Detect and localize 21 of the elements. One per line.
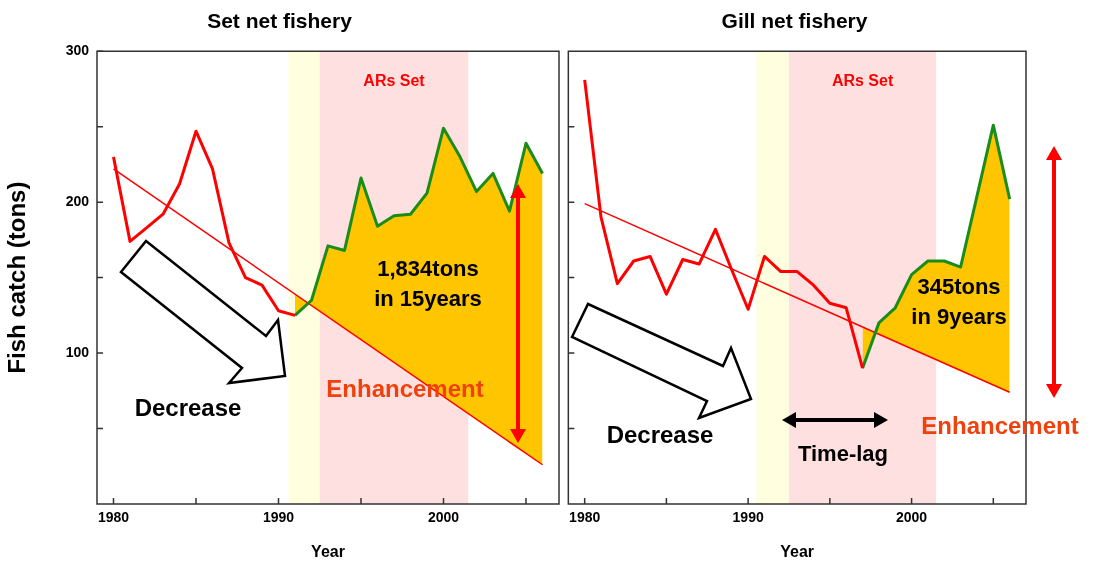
x-axis-title: Year	[311, 542, 345, 560]
x-tick-label: 1990	[262, 509, 295, 526]
annotation: Decrease	[134, 393, 242, 421]
y-axis-title: Fish catch (tons)	[3, 181, 31, 374]
annotation: 1,834tons in 15years	[374, 255, 482, 312]
y-tick-label: 100	[65, 343, 90, 360]
band-label: ARs Set	[831, 71, 894, 89]
x-tick-label: 1980	[569, 509, 601, 526]
chart-title: Gill net fishery	[721, 9, 868, 33]
annotation: Time-lag	[797, 441, 889, 467]
y-tick-label: 200	[65, 192, 90, 209]
x-axis-title: Year	[780, 542, 815, 560]
x-tick-label: 2000	[427, 509, 460, 526]
annotation: 345tons in 9years	[911, 273, 1007, 330]
x-tick-label: 1980	[97, 509, 130, 526]
band-label: ARs Set	[363, 71, 426, 89]
annotation: Decrease	[606, 420, 714, 448]
chart-title: Set net fishery	[207, 9, 353, 33]
y-tick-label: 300	[65, 42, 90, 59]
x-tick-label: 2000	[896, 509, 928, 526]
x-tick-label: 1990	[732, 509, 764, 526]
